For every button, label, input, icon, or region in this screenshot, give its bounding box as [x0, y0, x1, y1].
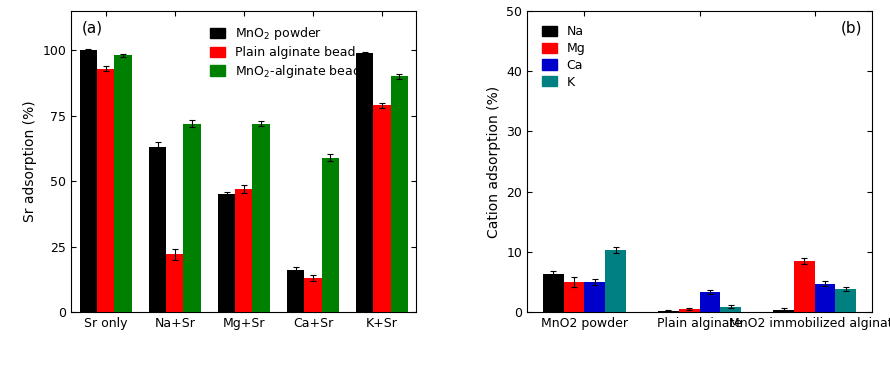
Legend: MnO$_2$ powder, Plain alginate bead, MnO$_2$-alginate bead: MnO$_2$ powder, Plain alginate bead, MnO…	[205, 20, 366, 85]
Bar	[814, 284, 836, 312]
Bar	[658, 311, 679, 312]
Bar	[679, 309, 700, 312]
Bar	[356, 53, 373, 312]
Bar	[218, 194, 235, 312]
Bar	[235, 189, 253, 312]
Y-axis label: Sr adsorption (%): Sr adsorption (%)	[23, 101, 36, 222]
Bar	[114, 55, 132, 312]
Bar	[287, 270, 304, 312]
Bar	[97, 69, 114, 312]
Bar	[253, 124, 270, 312]
Bar	[836, 289, 856, 312]
Bar	[605, 250, 626, 312]
Bar	[543, 274, 563, 312]
Bar	[183, 124, 200, 312]
Bar	[700, 292, 720, 312]
Bar	[166, 254, 183, 312]
Bar	[373, 105, 391, 312]
Bar	[563, 282, 585, 312]
Y-axis label: Cation adsorption (%): Cation adsorption (%)	[487, 86, 500, 237]
Bar	[321, 157, 339, 312]
Text: (a): (a)	[82, 20, 102, 35]
Bar	[720, 306, 741, 312]
Bar	[391, 76, 408, 312]
Bar	[304, 278, 321, 312]
Text: (b): (b)	[840, 20, 862, 35]
Bar	[794, 261, 814, 312]
Bar	[585, 282, 605, 312]
Legend: Na, Mg, Ca, K: Na, Mg, Ca, K	[537, 20, 590, 94]
Bar	[773, 310, 794, 312]
Bar	[149, 147, 166, 312]
Bar	[80, 50, 97, 312]
